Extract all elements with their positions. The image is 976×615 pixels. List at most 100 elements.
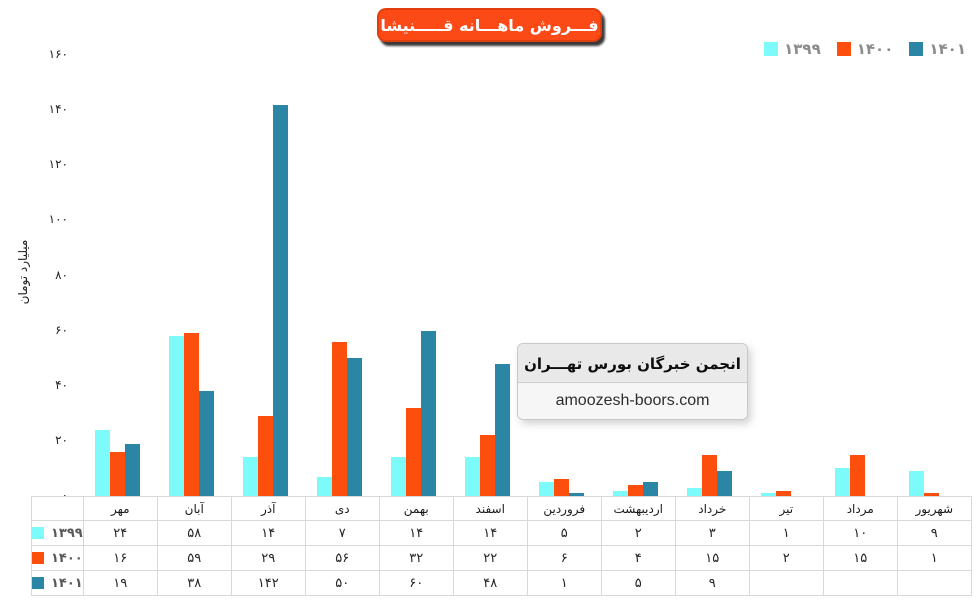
table-value-cell: ۲ <box>748 545 824 571</box>
table-value-cell: ۷ <box>304 520 380 546</box>
table-value-cell: ۱ <box>748 520 824 546</box>
bar-series-1 <box>390 457 406 496</box>
table-value-cell: ۱ <box>526 570 602 596</box>
watermark-url: amoozesh-boors.com <box>518 383 747 419</box>
bar-group <box>894 55 968 496</box>
bar-series-3 <box>420 330 436 496</box>
bar-series-1 <box>908 471 924 496</box>
table-value-cell: ۵ <box>526 520 602 546</box>
y-tick-label: ۸۰ <box>55 267 68 282</box>
bar-series-2 <box>775 490 791 496</box>
legend-swatch-icon <box>836 42 851 56</box>
table-value-cell: ۶۰ <box>378 570 454 596</box>
bar-series-3 <box>716 471 732 496</box>
bar-group <box>672 55 746 496</box>
bar-series-1 <box>242 457 258 496</box>
watermark-title: انجمن خبرگان بورس تهـــران <box>518 344 747 383</box>
series-swatch-icon <box>32 577 44 589</box>
table-value-cell <box>748 570 824 596</box>
table-value-cell: ۵۶ <box>304 545 380 571</box>
legend-swatch-icon <box>764 42 779 56</box>
bar-series-3 <box>568 493 584 496</box>
table-row: ۱۳۹۹ ۲۴ ۵۸ ۱۴ ۷ ۱۴ ۱۴ ۵ ۲ ۳ ۱ ۱۰ ۹ <box>31 520 972 546</box>
table-value-cell: ۳ <box>674 520 750 546</box>
bar-series-2 <box>183 333 199 496</box>
table-row: ۱۴۰۱ ۱۹ ۳۸ ۱۴۲ ۵۰ ۶۰ ۴۸ ۱ ۵ ۹ <box>31 570 972 596</box>
bar-series-1 <box>94 429 110 496</box>
table-value-cell: ۱۴ <box>230 520 306 546</box>
bar-series-1 <box>538 482 554 496</box>
y-tick-label: ۱۶۰ <box>48 47 68 61</box>
table-month-header: تیر <box>748 496 824 521</box>
data-table: مهر آبان آذر دی بهمن اسفند فروردین اردیبهشت خردا… <box>31 496 972 596</box>
bar-group <box>80 55 154 496</box>
table-row: ۱۴۰۰ ۱۶ ۵۹ ۲۹ ۵۶ ۳۲ ۲۲ ۶ ۴ ۱۵ ۲ ۱۵ ۱ <box>31 545 972 571</box>
y-tick-label: ۱۴۰ <box>48 102 68 117</box>
bar-series-3 <box>494 363 510 496</box>
table-value-cell: ۱۴ <box>452 520 528 546</box>
year-label: ۱۴۰۰ <box>51 550 83 566</box>
bar-series-3 <box>642 482 658 496</box>
bar-series-3 <box>272 104 288 496</box>
table-value-cell: ۱ <box>896 545 972 571</box>
table-value-cell: ۲ <box>600 520 676 546</box>
bar-series-2 <box>923 493 939 496</box>
table-value-cell: ۵ <box>600 570 676 596</box>
table-month-header: شهریور <box>896 496 972 521</box>
y-tick-label: ۱۰۰ <box>48 212 68 227</box>
legend: ۱۳۹۹ ۱۴۰۰ ۱۴۰۱ <box>764 40 966 58</box>
table-value-cell: ۱۵ <box>822 545 898 571</box>
table-value-cell: ۲۹ <box>230 545 306 571</box>
bar-series-2 <box>479 435 495 496</box>
bar-group <box>598 55 672 496</box>
bar-series-1 <box>834 468 850 496</box>
chart-title-box: فـــروش ماهـــانه قـــــنیشا <box>377 8 602 42</box>
y-tick-label: ۰ <box>61 488 68 502</box>
table-value-cell: ۳۲ <box>378 545 454 571</box>
table-value-cell: ۱۶ <box>82 545 158 571</box>
table-value-cell: ۱۰ <box>822 520 898 546</box>
table-corner-cell <box>31 496 84 521</box>
y-tick-label: ۲۰ <box>55 432 68 447</box>
table-value-cell: ۴ <box>600 545 676 571</box>
bar-group <box>228 55 302 496</box>
bar-series-1 <box>168 336 184 496</box>
table-value-cell: ۵۰ <box>304 570 380 596</box>
legend-label: ۱۳۹۹ <box>784 40 821 58</box>
table-month-header: بهمن <box>378 496 454 521</box>
watermark-box: انجمن خبرگان بورس تهـــران amoozesh-boor… <box>517 343 748 420</box>
bar-series-2 <box>331 341 347 496</box>
table-year-header: ۱۳۹۹ <box>31 520 84 546</box>
bar-series-3 <box>198 391 214 496</box>
table-value-cell: ۶ <box>526 545 602 571</box>
series-swatch-icon <box>32 527 44 539</box>
bar-series-2 <box>553 479 569 496</box>
bar-series-2 <box>849 454 865 496</box>
legend-swatch-icon <box>909 42 924 56</box>
table-value-cell: ۵۸ <box>156 520 232 546</box>
table-month-header: مهر <box>82 496 158 521</box>
year-label: ۱۴۰۱ <box>51 575 83 591</box>
bar-group <box>376 55 450 496</box>
bar-series-2 <box>627 484 643 496</box>
legend-label: ۱۴۰۱ <box>929 40 966 58</box>
bar-series-3 <box>346 358 362 496</box>
table-month-header: آذر <box>230 496 306 521</box>
bar-series-2 <box>405 407 421 496</box>
bar-series-1 <box>612 490 628 496</box>
table-year-header: ۱۴۰۱ <box>31 570 84 596</box>
y-tick-label: ۱۲۰ <box>48 157 68 172</box>
table-value-cell: ۲۲ <box>452 545 528 571</box>
table-value-cell: ۱۵ <box>674 545 750 571</box>
plot-area <box>80 55 968 496</box>
bar-series-1 <box>464 457 480 496</box>
table-value-cell: ۲۴ <box>82 520 158 546</box>
series-swatch-icon <box>32 552 44 564</box>
legend-label: ۱۴۰۰ <box>856 40 894 58</box>
table-value-cell: ۱۴ <box>378 520 454 546</box>
bar-group <box>746 55 820 496</box>
bar-series-2 <box>257 416 273 496</box>
table-month-header: مرداد <box>822 496 898 521</box>
table-month-header: خرداد <box>674 496 750 521</box>
y-tick-label: ۶۰ <box>55 322 68 337</box>
